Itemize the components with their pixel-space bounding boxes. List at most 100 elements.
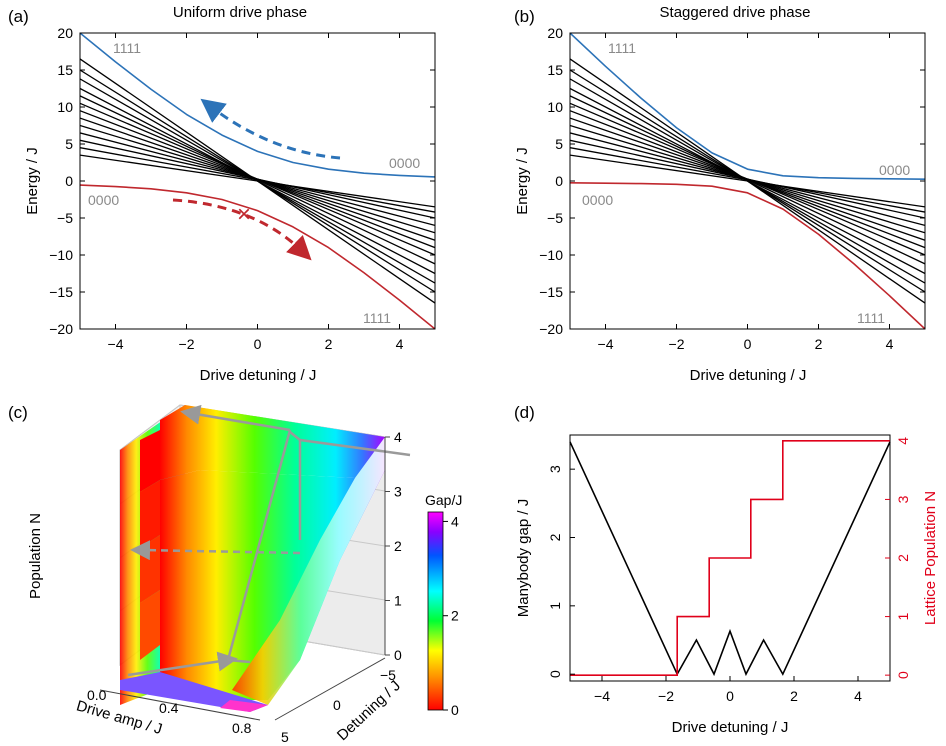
panel-c-ytick-2: 5 bbox=[281, 729, 289, 745]
panel-b-label-1111-top: 1111 bbox=[608, 40, 636, 56]
panel-label-d: (d) bbox=[514, 403, 535, 422]
panel-c-xtick-0: 0.0 bbox=[87, 687, 107, 703]
x-tick-label: −4 bbox=[598, 336, 614, 352]
panel-c-surface-plot: 0 1 2 3 4 Population N 0.0 0.4 0.8 Drive amp… bbox=[27, 404, 462, 745]
z-tick-label: 4 bbox=[394, 429, 402, 445]
x-tick-label: 2 bbox=[790, 688, 798, 704]
y2-tick-label: 1 bbox=[895, 612, 911, 620]
y-tick-label: 15 bbox=[547, 62, 563, 78]
x-tick-label: 0 bbox=[744, 336, 752, 352]
panel-b-label-1111-bottom: 1111 bbox=[857, 310, 885, 326]
panel-d-y2label: Lattice Population N bbox=[922, 491, 939, 625]
panel-d-xlabel: Drive detuning / J bbox=[672, 719, 789, 736]
panel-c-xlabel: Drive amp / J bbox=[74, 697, 164, 738]
z-tick-label: 0 bbox=[394, 647, 402, 663]
x-tick-label: 4 bbox=[396, 336, 404, 352]
panel-a-xlabel: Drive detuning / J bbox=[200, 367, 317, 384]
bulk-state-line bbox=[570, 139, 925, 219]
bulk-state-line bbox=[570, 147, 925, 213]
y-tick-label: −20 bbox=[539, 321, 563, 337]
panel-a-label-1111-bottom: 1111 bbox=[363, 310, 391, 326]
colorbar-tick-label: 4 bbox=[451, 513, 459, 529]
panel-b-label-0000-right: 0000 bbox=[879, 162, 910, 178]
y-tick-label: −10 bbox=[539, 247, 563, 263]
panel-label-c: (c) bbox=[8, 403, 28, 422]
panel-label-a: (a) bbox=[8, 7, 29, 26]
y2-tick-label: 3 bbox=[895, 495, 911, 503]
y-tick-label: 2 bbox=[547, 533, 563, 541]
blue-state-line bbox=[80, 33, 435, 178]
z-tick-label: 3 bbox=[394, 484, 402, 500]
bulk-state-line bbox=[80, 154, 435, 208]
y-tick-label: 0 bbox=[65, 173, 73, 189]
panel-d-chart: −4 −2 0 2 4 0 1 2 3 0 1 2 3 4 Drive detuning / J Many… bbox=[515, 434, 939, 736]
panel-c-zlabel: Population N bbox=[27, 513, 44, 599]
y-tick-label: −15 bbox=[539, 284, 563, 300]
x-tick-label: −2 bbox=[669, 336, 685, 352]
x-tick-label: 2 bbox=[815, 336, 823, 352]
y-tick-label: −5 bbox=[547, 210, 563, 226]
panel-c-surface-slope bbox=[232, 437, 385, 705]
panel-c-xtick-2: 0.8 bbox=[232, 720, 252, 736]
y-tick-label: 20 bbox=[57, 25, 73, 41]
z-tick-label: 2 bbox=[394, 538, 402, 554]
series-group bbox=[570, 33, 925, 329]
x-tick-label: 0 bbox=[254, 336, 262, 352]
y2-tick-label: 0 bbox=[895, 671, 911, 679]
panel-a-red-arrow bbox=[172, 198, 312, 261]
y-tick-label: 0 bbox=[547, 670, 563, 678]
y-tick-label: 10 bbox=[57, 99, 73, 115]
panel-a-ylabel: Energy / J bbox=[24, 147, 41, 215]
panel-b-label-0000-left: 0000 bbox=[582, 192, 613, 208]
colorbar-tick-label: 2 bbox=[451, 608, 459, 624]
y-tick-label: 5 bbox=[65, 136, 73, 152]
panel-d-ylabel: Manybody gap / J bbox=[515, 499, 532, 617]
red-state-line bbox=[570, 182, 925, 329]
y-tick-label: 1 bbox=[547, 602, 563, 610]
panel-a-blue-arrow bbox=[200, 98, 341, 160]
x-tick-label: −2 bbox=[179, 336, 195, 352]
panel-a-label-0000-right: 0000 bbox=[389, 155, 420, 171]
panel-b-ylabel: Energy / J bbox=[514, 147, 531, 215]
panel-c-step-3 bbox=[140, 480, 160, 548]
y-tick-label: −15 bbox=[49, 284, 73, 300]
y-tick-label: 0 bbox=[555, 173, 563, 189]
y-tick-label: −5 bbox=[57, 210, 73, 226]
y-tick-label: 3 bbox=[547, 465, 563, 473]
panel-c-surface-body bbox=[160, 437, 385, 700]
bulk-state-line bbox=[80, 139, 435, 219]
panel-c-ylabel: Detuning / J bbox=[334, 677, 404, 744]
panel-c-surface-top bbox=[160, 405, 385, 480]
colorbar-tick-label: 0 bbox=[451, 702, 459, 718]
blue-state-line bbox=[570, 33, 925, 180]
x-tick-label: −2 bbox=[658, 688, 674, 704]
lattice-population-line bbox=[570, 440, 890, 676]
panel-c-ytick-1: 0 bbox=[333, 697, 341, 713]
red-state-line bbox=[80, 184, 435, 329]
y-tick-label: −20 bbox=[49, 321, 73, 337]
panel-b-chart: Staggered drive phase −4 −2 0 2 420151050−5−… bbox=[514, 4, 926, 384]
x-tick-label: −4 bbox=[108, 336, 124, 352]
y-tick-label: 20 bbox=[547, 25, 563, 41]
panel-label-b: (b) bbox=[514, 7, 535, 26]
x-tick-label: 4 bbox=[886, 336, 894, 352]
panel-b-xlabel: Drive detuning / J bbox=[690, 367, 807, 384]
panel-c-xtick-1: 0.4 bbox=[159, 700, 179, 716]
panel-a-chart: Uniform drive phase −4 −2 0 2 420151050−5−10… bbox=[24, 4, 436, 384]
series-group bbox=[80, 33, 435, 329]
manybody-gap-line bbox=[569, 441, 891, 677]
panel-c-x-axis bbox=[99, 689, 261, 721]
panel-b-title: Staggered drive phase bbox=[660, 4, 811, 21]
x-tick-label: 2 bbox=[325, 336, 333, 352]
panel-c-path-arrows bbox=[127, 404, 411, 677]
panel-c-ytick-0: −5 bbox=[380, 667, 396, 683]
panel-a-label-0000-left: 0000 bbox=[88, 192, 119, 208]
panel-c-y-axis bbox=[274, 657, 386, 721]
panel-a-cross-marker: × bbox=[237, 201, 251, 228]
panel-a-label-1111-top: 1111 bbox=[113, 40, 141, 56]
x-tick-label: 4 bbox=[854, 688, 862, 704]
y2-tick-label: 2 bbox=[895, 554, 911, 562]
panel-c-surface-bottom-2 bbox=[220, 700, 268, 712]
x-tick-label: −4 bbox=[594, 688, 610, 704]
panel-c-step-4 bbox=[140, 430, 160, 492]
